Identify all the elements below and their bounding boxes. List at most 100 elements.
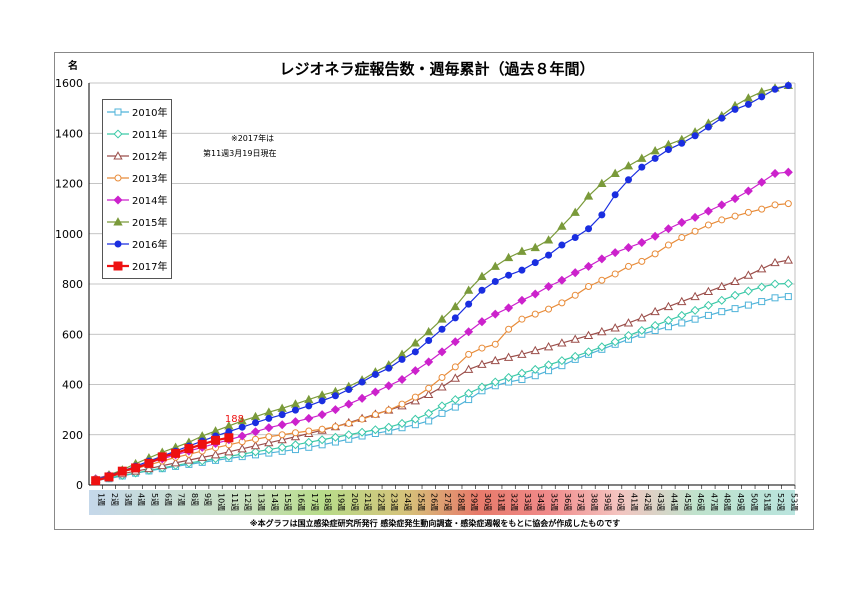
data-point: [224, 447, 234, 456]
data-point: [584, 261, 594, 271]
x-tick-label: 52週: [776, 493, 785, 511]
data-point: [571, 291, 579, 299]
data-point: [678, 319, 686, 327]
data-point: [557, 356, 567, 366]
x-tick-label: 31週: [496, 493, 505, 511]
data-point: [463, 364, 474, 373]
data-point: [731, 305, 739, 313]
data-point: [478, 286, 486, 294]
x-tick-label: 34週: [536, 493, 545, 511]
legend-label: 2016年: [132, 238, 167, 251]
data-point: [637, 325, 647, 335]
x-tick-label: 40週: [616, 493, 625, 511]
data-point: [491, 340, 499, 348]
data-point: [410, 414, 420, 424]
data-point: [690, 212, 700, 222]
data-point: [465, 350, 473, 358]
data-point: [290, 440, 300, 450]
data-point: [758, 93, 766, 101]
data-point: [278, 431, 286, 439]
data-point: [238, 423, 246, 431]
data-point: [291, 406, 299, 414]
data-point: [744, 100, 752, 108]
data-point: [718, 114, 726, 122]
data-point: [424, 326, 434, 336]
data-point: [557, 275, 567, 285]
x-tick-label: 15週: [283, 493, 292, 511]
data-point: [517, 349, 527, 358]
x-tick-label: 29週: [470, 493, 479, 511]
y-tick-label: 600: [62, 328, 83, 341]
footnote: ※本グラフは国立感染症研究所発行 感染症発生動向調査・感染症週報をもとに協会が作…: [250, 518, 620, 528]
data-point: [784, 293, 792, 301]
x-tick-label: 19週: [336, 493, 345, 511]
data-point: [505, 325, 513, 333]
y-tick-label: 1400: [55, 127, 83, 140]
data-point: [251, 427, 261, 437]
data-point: [317, 435, 327, 445]
data-point: [113, 195, 123, 205]
x-tick-label: 33週: [523, 493, 532, 511]
x-tick-label: 3週: [123, 493, 132, 506]
data-point: [224, 433, 234, 443]
data-point: [757, 264, 767, 273]
x-tick-label: 47週: [709, 493, 718, 511]
data-point: [545, 251, 553, 259]
x-tick-label: 26週: [430, 493, 439, 511]
data-point: [677, 310, 687, 320]
data-point: [783, 167, 793, 177]
data-point: [663, 224, 673, 234]
data-point: [517, 246, 527, 255]
data-point: [411, 393, 419, 401]
data-point: [558, 299, 566, 307]
data-point: [331, 392, 339, 400]
data-point: [358, 415, 366, 423]
data-point: [463, 285, 474, 294]
data-point: [717, 295, 727, 305]
data-point: [771, 201, 779, 209]
data-point: [345, 419, 353, 427]
x-tick-label: 25週: [416, 493, 425, 511]
data-point: [250, 440, 261, 450]
data-point: [211, 435, 221, 445]
data-point: [357, 393, 367, 403]
data-point: [424, 408, 434, 418]
data-point: [597, 254, 607, 264]
data-point: [370, 425, 380, 435]
data-point: [131, 463, 141, 473]
data-point: [384, 381, 394, 391]
x-tick-label: 41週: [629, 493, 638, 511]
y-axis-label: 名: [68, 59, 78, 72]
data-point: [690, 291, 700, 301]
x-tick-label: 7週: [177, 493, 186, 506]
data-point: [531, 310, 539, 318]
data-point: [583, 330, 594, 340]
data-point: [490, 261, 500, 270]
data-point: [478, 344, 486, 352]
data-point: [477, 271, 487, 280]
data-point: [117, 466, 127, 476]
data-point: [318, 425, 326, 433]
data-point: [730, 290, 740, 300]
data-point: [531, 259, 539, 267]
data-point: [504, 372, 514, 382]
data-point: [585, 283, 593, 291]
data-point: [744, 208, 752, 216]
data-point: [91, 476, 101, 486]
data-point: [277, 420, 287, 430]
data-point: [371, 370, 379, 378]
data-point: [690, 305, 700, 315]
data-point: [197, 452, 207, 461]
data-point: [438, 373, 446, 381]
data-point: [278, 411, 286, 419]
data-point: [731, 212, 739, 220]
data-point: [385, 364, 393, 372]
data-point: [503, 352, 514, 361]
y-tick-label: 200: [62, 429, 83, 442]
data-point: [651, 154, 659, 162]
data-point: [252, 435, 260, 443]
data-point: [543, 235, 554, 244]
data-point: [424, 357, 434, 367]
data-point: [544, 282, 554, 292]
data-point: [450, 373, 460, 382]
